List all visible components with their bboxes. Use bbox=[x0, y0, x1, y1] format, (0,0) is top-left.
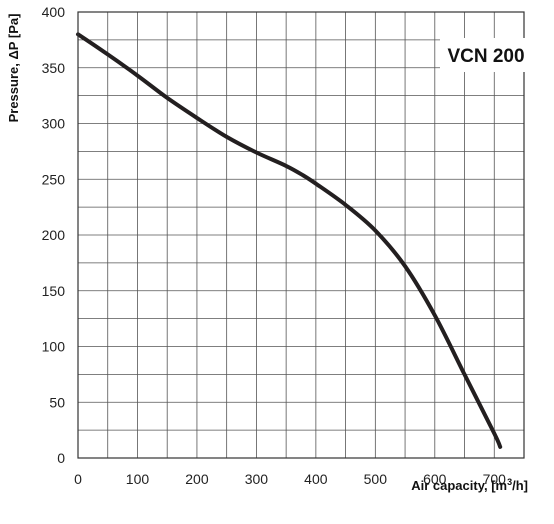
x-tick-label: 200 bbox=[185, 471, 209, 487]
title-badge-box bbox=[440, 38, 532, 72]
x-axis-title-sup: 3 bbox=[507, 477, 512, 487]
x-tick-label: 700 bbox=[483, 471, 507, 487]
x-tick-label: 400 bbox=[304, 471, 328, 487]
y-tick-label: 300 bbox=[42, 116, 66, 132]
y-tick-label: 350 bbox=[42, 60, 66, 76]
x-tick-label: 100 bbox=[126, 471, 150, 487]
tick-labels: 0 100 200 300 400 500 600 700 0 50 100 150 200 250 300… bbox=[42, 4, 507, 487]
y-tick-label: 400 bbox=[42, 4, 66, 20]
chart-title: VCN 200 bbox=[447, 46, 524, 67]
x-axis-title-main: Air capacity, [m bbox=[411, 478, 507, 493]
plot-frame bbox=[77, 11, 525, 459]
y-tick-label: 100 bbox=[42, 339, 66, 355]
y-tick-label: 0 bbox=[57, 450, 65, 466]
y-tick-label: 200 bbox=[42, 227, 66, 243]
x-tick-label: 300 bbox=[245, 471, 269, 487]
x-axis-title-end: /h] bbox=[512, 478, 528, 493]
x-axis-title: Air capacity, [m3/h] bbox=[411, 477, 528, 493]
x-tick-label: 500 bbox=[364, 471, 388, 487]
y-tick-label: 250 bbox=[42, 171, 66, 187]
curve-layer bbox=[76, 32, 503, 449]
y-axis-title: Pressure, ΔP [Pa] bbox=[6, 14, 21, 123]
x-tick-label: 600 bbox=[423, 471, 447, 487]
y-tick-label: 150 bbox=[42, 283, 66, 299]
title-badge: VCN 200 bbox=[440, 38, 532, 72]
x-tick-label: 0 bbox=[74, 471, 82, 487]
pressure-curve-line bbox=[76, 32, 503, 449]
y-tick-label: 50 bbox=[49, 394, 65, 410]
